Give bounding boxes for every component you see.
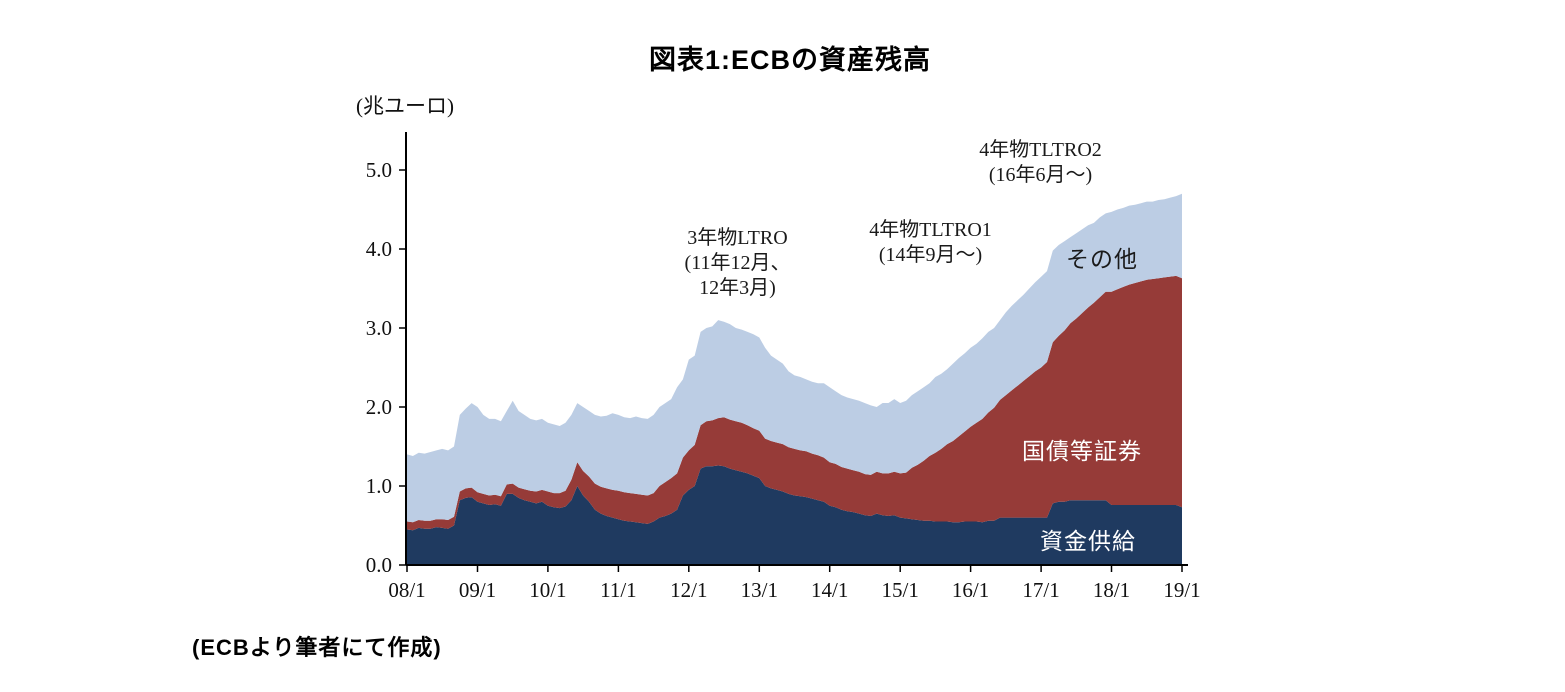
y-tick-label: 1.0 (366, 474, 392, 498)
annotation-4yr-tltro2: 4年物TLTRO2 (16年6月〜) (928, 138, 1153, 188)
x-tick-label: 08/1 (388, 578, 425, 602)
series-label-funds-supply: 資金供給 (1040, 529, 1136, 554)
series-area-0 (407, 465, 1182, 565)
x-tick-label: 13/1 (741, 578, 778, 602)
y-tick-label: 4.0 (366, 237, 392, 261)
y-tick-label: 5.0 (366, 158, 392, 182)
annotation-line: (11年12月、 (684, 252, 791, 274)
annotation-line: 12年3月) (699, 277, 776, 299)
x-tick-label: 19/1 (1163, 578, 1200, 602)
x-tick-label: 17/1 (1022, 578, 1059, 602)
x-tick-label: 10/1 (529, 578, 566, 602)
x-tick-label: 14/1 (811, 578, 848, 602)
x-tick-label: 12/1 (670, 578, 707, 602)
y-tick-label: 0.0 (366, 553, 392, 577)
y-tick-label: 2.0 (366, 395, 392, 419)
x-tick-label: 11/1 (600, 578, 637, 602)
annotation-line: (16年6月〜) (988, 164, 1093, 186)
series-area-1 (407, 275, 1182, 531)
x-tick-label: 15/1 (882, 578, 919, 602)
annotation-line: 4年物TLTRO2 (979, 139, 1102, 161)
x-tick-label: 18/1 (1093, 578, 1130, 602)
annotation-4yr-tltro1: 4年物TLTRO1 (14年9月〜) (818, 218, 1043, 268)
chart-title: 図表1:ECBの資産残高 (648, 45, 931, 75)
annotation-line: (14年9月〜) (878, 244, 983, 266)
series-label-securities: 国債等証券 (1022, 439, 1142, 464)
annotation-line: 4年物TLTRO1 (869, 219, 992, 241)
y-tick-label: 3.0 (366, 316, 392, 340)
y-axis-unit-label: (兆ユーロ) (356, 94, 454, 118)
source-note: (ECBより筆者にて作成) (192, 635, 442, 660)
x-tick-label: 16/1 (952, 578, 989, 602)
series-area-2 (407, 193, 1182, 523)
x-tick-label: 09/1 (459, 578, 496, 602)
annotation-3yr-ltro: 3年物LTRO (11年12月、 12年3月) (605, 226, 870, 301)
series-label-other: その他 (1066, 247, 1138, 272)
annotation-line: 3年物LTRO (687, 227, 788, 249)
